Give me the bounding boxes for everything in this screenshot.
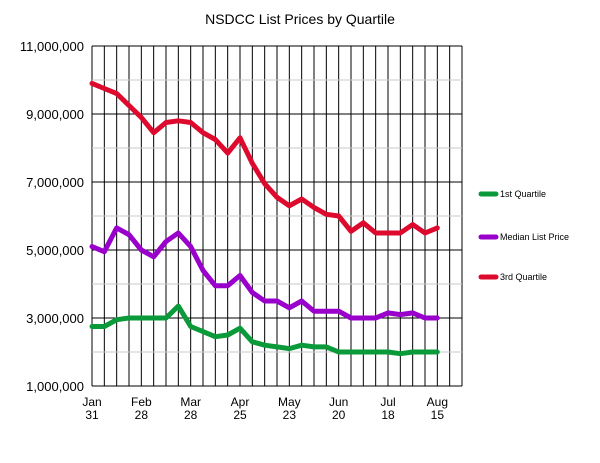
legend-label: 1st Quartile: [500, 189, 546, 199]
y-tick-label: 9,000,000: [26, 107, 84, 122]
x-tick-month: May: [278, 395, 301, 409]
chart-title: NSDCC List Prices by Quartile: [205, 11, 395, 27]
x-tick-day: 31: [85, 408, 99, 422]
y-tick-label: 1,000,000: [26, 379, 84, 394]
y-tick-label: 7,000,000: [26, 175, 84, 190]
series-lines: [89, 80, 440, 357]
x-tick-day: 25: [233, 408, 247, 422]
x-tick-day: 28: [184, 408, 198, 422]
x-tick-day: 28: [135, 408, 149, 422]
x-tick-day: 18: [381, 408, 395, 422]
x-tick-month: Jul: [380, 395, 395, 409]
x-tick-day: 15: [431, 408, 445, 422]
plot-grid: [91, 45, 463, 387]
y-tick-label: 5,000,000: [26, 243, 84, 258]
x-tick-month: Aug: [427, 395, 448, 409]
x-tick-month: Jun: [329, 395, 348, 409]
series-line-1: [89, 303, 440, 357]
x-tick-day: 20: [332, 408, 346, 422]
legend-label: Median List Price: [500, 232, 569, 242]
x-tick-month: Mar: [180, 395, 201, 409]
x-tick-month: Apr: [231, 395, 250, 409]
y-tick-label: 3,000,000: [26, 311, 84, 326]
y-tick-label: 11,000,000: [20, 39, 84, 54]
series-line-3: [89, 80, 440, 236]
x-tick-month: Feb: [131, 395, 152, 409]
x-tick-day: 23: [283, 408, 297, 422]
legend-label: 3rd Quartile: [500, 272, 547, 282]
legend: 1st Quartile Median List Price 3rd Quartil…: [478, 189, 569, 282]
series-line-2: [89, 225, 440, 321]
x-tick-month: Jan: [82, 395, 101, 409]
y-axis-ticks: 11,000,000 9,000,000 7,000,000 5,000,000 3,0…: [20, 39, 84, 394]
